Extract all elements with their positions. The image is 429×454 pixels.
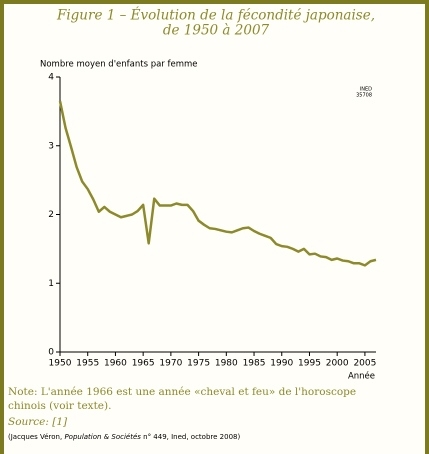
citation-part: (Jacques Véron, [8,433,64,441]
source: Source: [1] [8,416,68,428]
x-tick-label: 2005 [353,359,376,369]
x-tick-label: 2000 [326,359,349,369]
x-tick-label: 1950 [49,359,72,369]
y-tick-label: 2 [48,210,54,220]
y-tick-label: 1 [48,279,54,289]
x-tick-label: 1965 [132,359,155,369]
x-tick-label: 1955 [76,359,99,369]
x-tick-label: 1990 [270,359,293,369]
x-tick-label: 1985 [243,359,266,369]
citation-part: n° 449, Ined, octobre 2008) [141,433,241,441]
y-tick-label: 0 [48,348,54,358]
chart-title: de 1950 à 2007 [163,23,270,39]
x-tick-label: 1970 [159,359,182,369]
x-tick-label: 1975 [187,359,210,369]
data-line [58,100,377,267]
y-axis-label: Nombre moyen d'enfants par femme [40,60,198,70]
note: chinois (voir texte). [8,400,111,412]
x-tick-label: 1980 [215,359,238,369]
x-tick-label: 1960 [104,359,127,369]
x-axis-label: Année [348,371,375,382]
citation: (Jacques Véron, Population & Sociétés n°… [8,433,240,441]
x-tick-label: 1995 [298,359,321,369]
annotation: INED [360,87,372,93]
y-tick-label: 4 [48,73,54,83]
citation-part: Population & Sociétés [64,433,141,441]
note: Note: L'année 1966 est une année «cheval… [8,386,356,398]
y-tick-label: 3 [48,141,54,151]
annotation: 35708 [356,93,372,99]
chart-title: Figure 1 – Évolution de la fécondité jap… [56,8,375,24]
